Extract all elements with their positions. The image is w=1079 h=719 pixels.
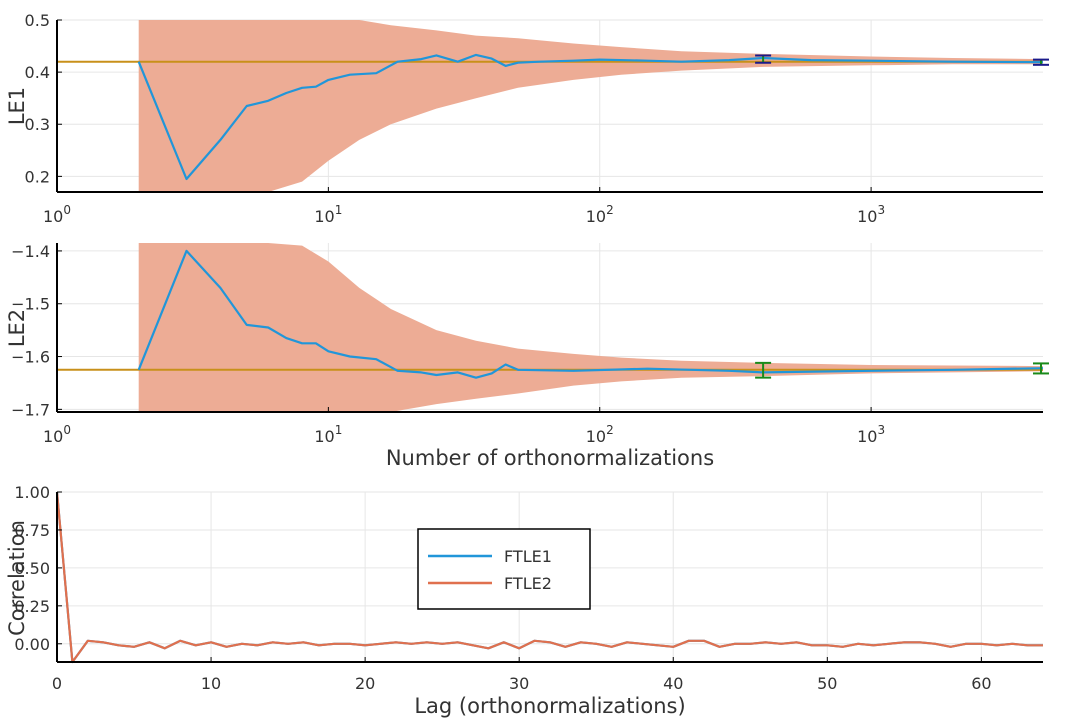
acf-x-tick-label: 30 <box>509 674 529 693</box>
legend-label-ftle2: FTLE2 <box>504 574 552 593</box>
le1-series <box>137 53 1044 181</box>
acf-x-tick-label: 40 <box>663 674 683 693</box>
acf-y-tick-label: 0.25 <box>14 597 50 616</box>
acf-x-tick-label: 10 <box>201 674 221 693</box>
le1-y-tick-label: 0.3 <box>25 115 50 134</box>
acf-y-tick-label: 0.50 <box>14 559 50 578</box>
acf-x-tick-label: 0 <box>52 674 62 693</box>
le2-y-tick-label: −1.7 <box>11 400 50 419</box>
le2-error-bars <box>755 361 1049 379</box>
le2-y-axis-label: LE2 <box>5 309 29 347</box>
le2-ribbon-area <box>138 243 1043 412</box>
le1-y-tick-label: 0.2 <box>25 167 50 186</box>
le1-panel: 100 101 102 103 0.5 0.4 0.3 0.2 LE1 <box>5 11 1049 226</box>
acf-y-tick-label: 0.75 <box>14 521 50 540</box>
autocorrelation-panel: 0 10 20 30 40 50 60 1.00 0.75 0.50 0.25 0.00 Corre… <box>5 483 1043 718</box>
legend-box <box>417 528 591 610</box>
le2-y-tick-label: −1.5 <box>11 295 50 314</box>
acf-y-ticks: 1.00 0.75 0.50 0.25 0.00 <box>14 483 62 654</box>
le1-y-tick-label: 0.5 <box>25 11 50 30</box>
le2-axes <box>56 243 1043 413</box>
le2-x-axis-label: Number of orthonormalizations <box>386 446 714 470</box>
le2-panel: 100 101 102 103 −1.4 −1.5 −1.6 −1.7 LE2 Number… <box>5 242 1049 470</box>
acf-series <box>55 491 1043 664</box>
acf-x-tick-label: 50 <box>817 674 837 693</box>
le2-series-line-0 <box>137 249 1044 379</box>
legend-label-ftle1: FTLE1 <box>504 547 552 566</box>
le1-x-tick-label: 103 <box>857 203 885 226</box>
le1-confidence-ribbon <box>138 20 1043 192</box>
le2-x-tick-label: 102 <box>586 423 614 446</box>
le1-error-bars <box>755 54 1049 66</box>
le1-y-ticks: 0.5 0.4 0.3 0.2 <box>25 11 62 186</box>
acf-x-ticks: 0 10 20 30 40 50 60 <box>52 657 992 693</box>
acf-y-axis-label: Correlation <box>5 520 29 636</box>
le2-y-tick-label: −1.4 <box>11 242 50 261</box>
le1-axes <box>56 20 1043 193</box>
le1-ribbon-area <box>138 20 1043 192</box>
le1-series-line-0 <box>137 53 1044 181</box>
le2-x-tick-label: 103 <box>857 423 885 446</box>
acf-x-axis-label: Lag (orthonormalizations) <box>414 694 685 718</box>
acf-y-tick-label: 1.00 <box>14 483 50 502</box>
le2-y-ticks: −1.4 −1.5 −1.6 −1.7 <box>11 242 62 419</box>
legend: FTLE1 FTLE2 <box>417 528 591 610</box>
acf-series-line-ftle2 <box>55 491 1043 664</box>
le2-x-tick-label: 100 <box>43 423 71 446</box>
le1-x-tick-label: 101 <box>314 203 342 226</box>
acf-x-tick-label: 60 <box>971 674 991 693</box>
le1-x-tick-label: 100 <box>43 203 71 226</box>
acf-y-tick-label: 0.00 <box>14 635 50 654</box>
le2-series <box>137 249 1044 379</box>
le2-y-tick-label: −1.6 <box>11 348 50 367</box>
le1-x-tick-label: 102 <box>586 203 614 226</box>
le2-x-tick-label: 101 <box>314 423 342 446</box>
acf-x-tick-label: 20 <box>355 674 375 693</box>
le2-confidence-ribbon <box>138 243 1043 412</box>
le1-y-axis-label: LE1 <box>5 87 29 125</box>
le1-y-tick-label: 0.4 <box>25 63 50 82</box>
acf-axes <box>56 492 1043 663</box>
